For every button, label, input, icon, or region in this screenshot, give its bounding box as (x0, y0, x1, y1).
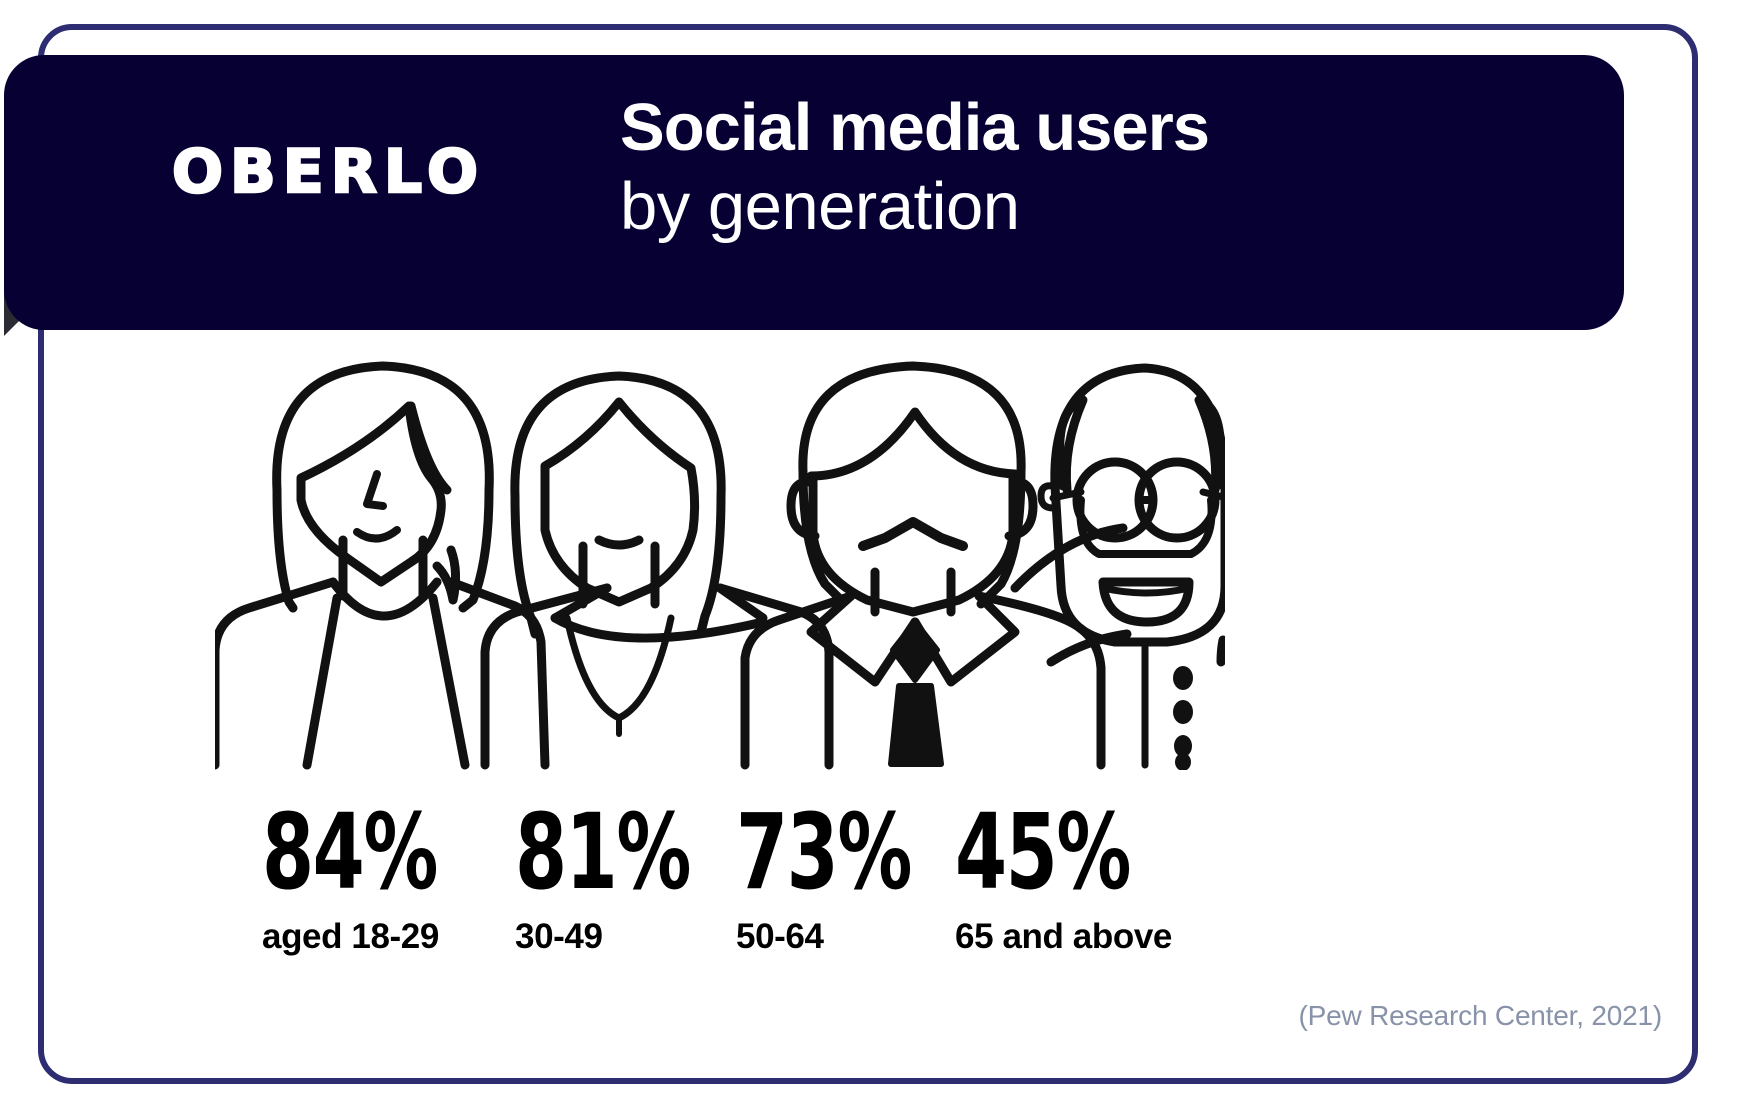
header-title-block: Social media users by generation (620, 88, 1210, 246)
stat-item-2: 73% 50-64 (736, 791, 979, 957)
stat-label-3: 65 and above (955, 916, 1172, 956)
stat-label-2: 50-64 (736, 916, 824, 956)
stat-item-0: 84% aged 18-29 (262, 791, 505, 957)
stat-value-0: 84% (262, 791, 438, 913)
header-banner (4, 55, 1624, 330)
stat-label-1: 30-49 (515, 916, 603, 956)
stat-item-3: 45% 65 and above (955, 791, 1198, 957)
figure-older-man-glasses (1010, 363, 1225, 770)
stat-label-0: aged 18-29 (262, 916, 439, 956)
stat-item-1: 81% 30-49 (515, 791, 758, 957)
stat-value-2: 73% (736, 791, 912, 913)
figure-young-woman (215, 361, 550, 770)
page-title-line1: Social media users (620, 90, 1210, 165)
figure-woman-long-hair (480, 371, 834, 770)
stats-row: 84% aged 18-29 81% 30-49 73% 50-64 45% 6… (262, 791, 1332, 980)
figure-man-mustache-tie (740, 361, 1106, 770)
source-citation: (Pew Research Center, 2021) (1298, 1000, 1663, 1031)
stat-value-3: 45% (955, 791, 1131, 913)
page-title-line2: by generation (620, 169, 1020, 245)
people-illustration (215, 350, 1225, 770)
stat-value-1: 81% (515, 791, 691, 913)
oberlo-logo: OBERLO (171, 137, 486, 207)
